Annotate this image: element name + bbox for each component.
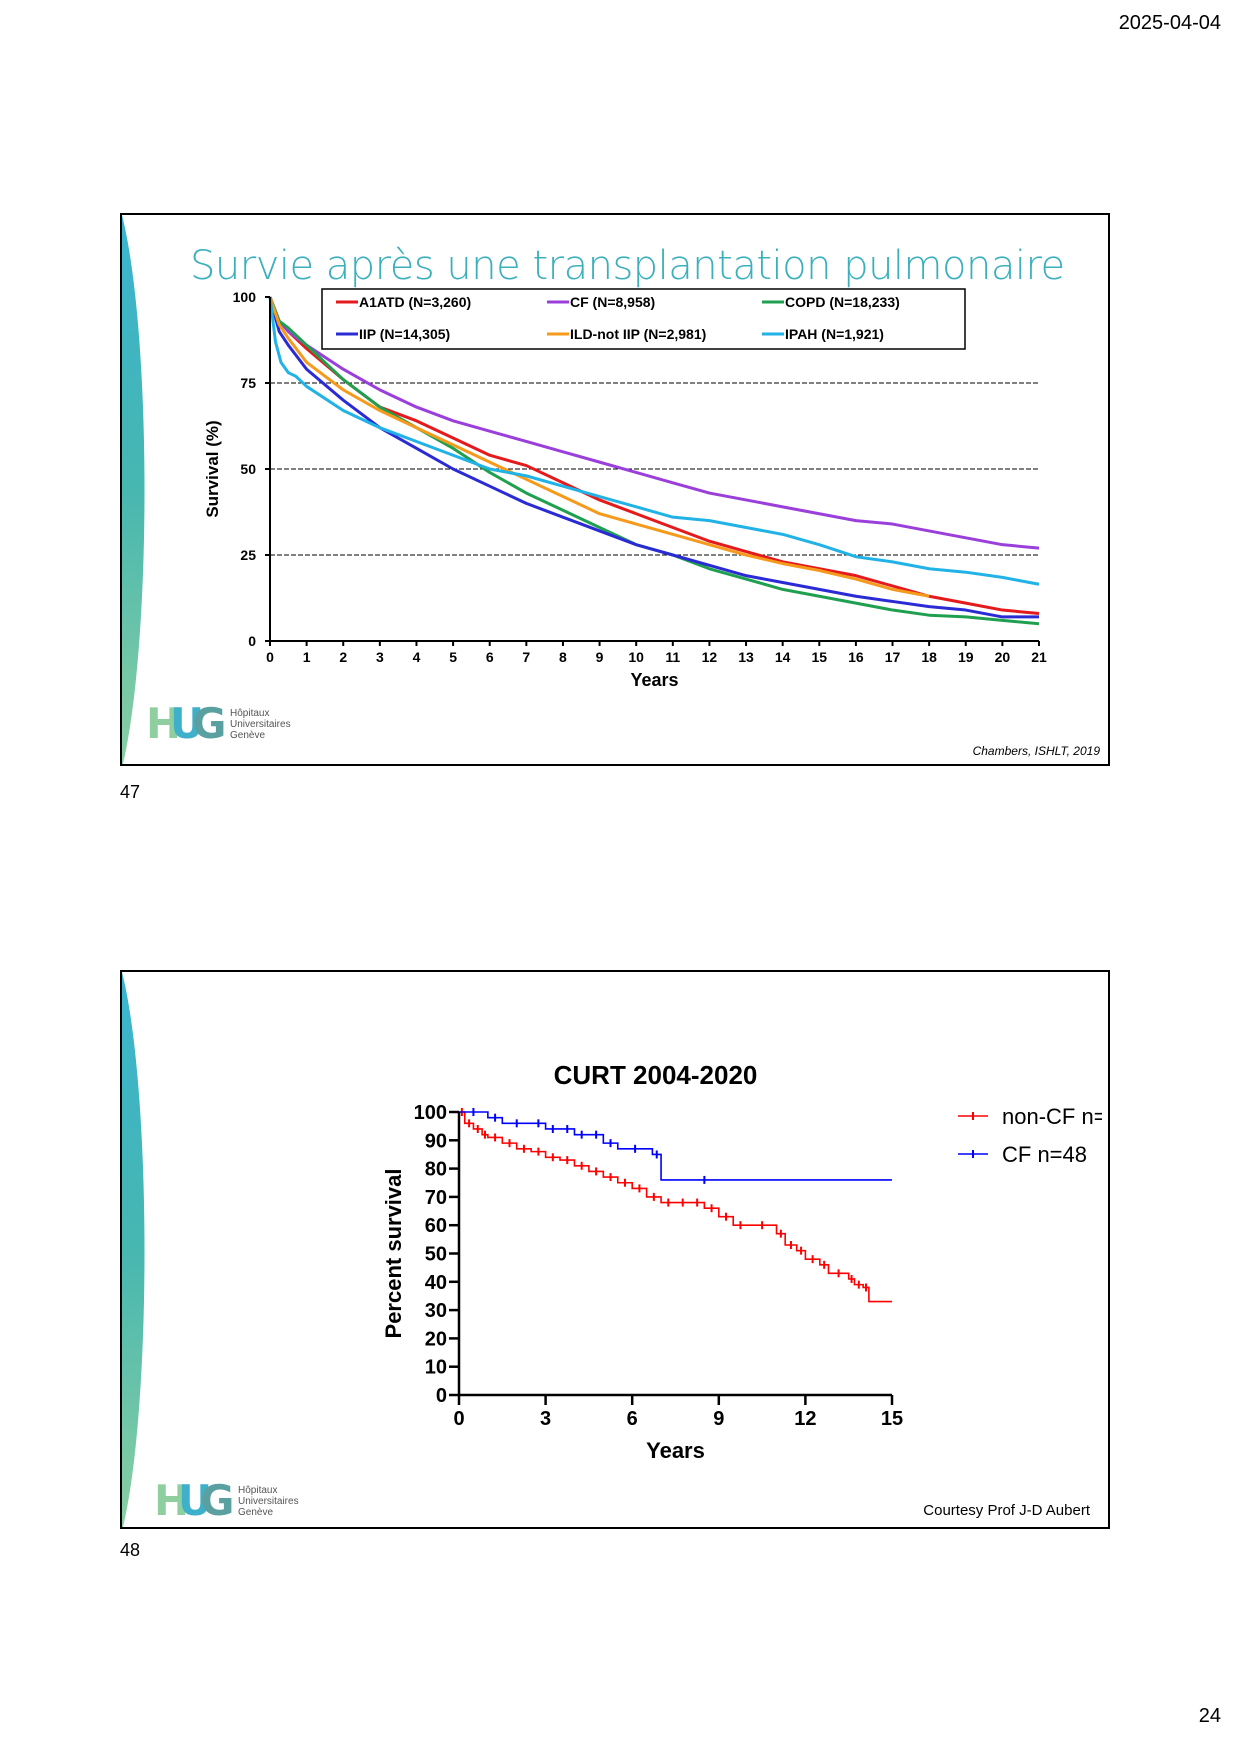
x-tick-label: 18 xyxy=(921,649,937,665)
series-line-5 xyxy=(268,296,1040,586)
slide-47: Survie après une transplantation pulmona… xyxy=(120,213,1110,766)
chart-title: CURT 2004-2020 xyxy=(554,1060,758,1090)
series-line-4 xyxy=(268,296,930,598)
x-tick-label: 12 xyxy=(702,649,718,665)
x-tick-label: 3 xyxy=(376,649,384,665)
hug-logo-text: Hôpitaux Universitaires Genève xyxy=(230,708,291,741)
x-tick-label: 9 xyxy=(713,1408,724,1430)
page-number: 24 xyxy=(1198,1705,1221,1727)
print-date: 2025-04-04 xyxy=(1118,12,1221,34)
y-tick-label: 25 xyxy=(240,547,256,563)
legend-label: COPD (N=18,233) xyxy=(785,294,900,310)
slide-48: CURT 2004-2020 0 10 20 30 40 50 60 70 80 90 100 0 3 6 9… xyxy=(120,970,1110,1529)
y-tick-label: 0 xyxy=(248,633,256,649)
legend-box xyxy=(321,288,966,350)
series-line-3 xyxy=(268,296,1039,619)
y-tick-label: 0 xyxy=(436,1385,447,1407)
x-tick-label: 14 xyxy=(775,649,791,665)
hug-logo-text: Hôpitaux Universitaires Genève xyxy=(238,1485,299,1518)
x-tick-label: 1 xyxy=(303,649,311,665)
y-tick-label: 10 xyxy=(425,1357,447,1379)
x-tick-label: 8 xyxy=(559,649,567,665)
slide-number: 48 xyxy=(120,1540,141,1560)
x-tick-label: 12 xyxy=(794,1408,816,1430)
survival-chart-curt: CURT 2004-2020 0 10 20 30 40 50 60 70 80 90 100 0 3 6 9… xyxy=(381,1060,1102,1463)
x-tick-label: 0 xyxy=(453,1408,464,1430)
source-credit: Chambers, ISHLT, 2019 xyxy=(972,744,1100,758)
legend-label: ILD-not IIP (N=2,981) xyxy=(570,326,706,342)
hug-logo-mark: H U G xyxy=(146,699,226,748)
slide-number: 47 xyxy=(120,782,141,802)
x-tick-label: 5 xyxy=(449,649,457,665)
x-tick-label: 4 xyxy=(413,649,421,665)
svg-text:G: G xyxy=(192,700,226,744)
slide-title: Survie après une transplantation pulmona… xyxy=(190,243,1065,289)
svg-text:H: H xyxy=(154,1477,189,1521)
hug-logo: H U G Hôpitaux Universitaires Genève xyxy=(146,699,326,750)
slide-decoration xyxy=(122,215,145,764)
svg-text:U: U xyxy=(178,1477,212,1521)
y-tick-label: 20 xyxy=(425,1328,447,1350)
series-step-0 xyxy=(459,1111,892,1303)
svg-text:U: U xyxy=(170,700,204,744)
x-tick-label: 3 xyxy=(540,1408,551,1430)
series-line-1 xyxy=(268,296,1040,550)
x-tick-label: 15 xyxy=(881,1408,903,1430)
legend-label: IPAH (N=1,921) xyxy=(785,326,884,342)
series-line-2 xyxy=(268,296,1040,626)
y-tick-label: 100 xyxy=(233,289,257,305)
y-tick-label: 100 xyxy=(414,1102,447,1124)
hug-logo-mark: H U G xyxy=(154,1476,234,1525)
y-tick-label: 80 xyxy=(425,1159,447,1181)
legend-label: A1ATD (N=3,260) xyxy=(359,294,471,310)
x-tick-label: 21 xyxy=(1031,649,1047,665)
svg-text:G: G xyxy=(200,1477,234,1521)
x-tick-label: 10 xyxy=(628,649,644,665)
source-credit: Courtesy Prof J-D Aubert xyxy=(923,1502,1090,1519)
legend-label: CF (N=8,958) xyxy=(570,294,655,310)
legend-label: non-CF n=243 xyxy=(1002,1104,1102,1129)
x-tick-label: 6 xyxy=(486,649,494,665)
y-tick-label: 30 xyxy=(425,1300,447,1322)
y-tick-label: 40 xyxy=(425,1272,447,1294)
x-axis-label: Years xyxy=(630,670,678,690)
y-tick-label: 70 xyxy=(425,1187,447,1209)
x-tick-label: 2 xyxy=(339,649,347,665)
x-tick-label: 15 xyxy=(811,649,827,665)
x-axis-label: Years xyxy=(646,1438,705,1463)
x-tick-label: 9 xyxy=(596,649,604,665)
y-tick-label: 60 xyxy=(425,1215,447,1237)
y-tick-label: 50 xyxy=(425,1244,447,1266)
hug-logo: H U G Hôpitaux Universitaires Genève xyxy=(154,1476,334,1527)
x-tick-label: 16 xyxy=(848,649,864,665)
x-tick-label: 13 xyxy=(738,649,754,665)
x-tick-label: 6 xyxy=(627,1408,638,1430)
x-tick-label: 11 xyxy=(665,649,680,665)
x-tick-label: 17 xyxy=(885,649,901,665)
legend-label: IIP (N=14,305) xyxy=(359,326,450,342)
x-tick-label: 0 xyxy=(266,649,274,665)
y-tick-label: 90 xyxy=(425,1130,447,1152)
svg-text:H: H xyxy=(146,700,181,744)
y-axis-label: Survival (%) xyxy=(203,420,222,517)
x-tick-label: 19 xyxy=(958,649,974,665)
x-tick-label: 7 xyxy=(522,649,530,665)
legend-label: CF n=48 xyxy=(1002,1142,1087,1167)
slide-decoration xyxy=(122,972,145,1527)
x-tick-label: 20 xyxy=(995,649,1011,665)
y-tick-label: 50 xyxy=(240,461,256,477)
y-tick-label: 75 xyxy=(240,375,256,391)
y-axis-label: Percent survival xyxy=(381,1169,406,1339)
